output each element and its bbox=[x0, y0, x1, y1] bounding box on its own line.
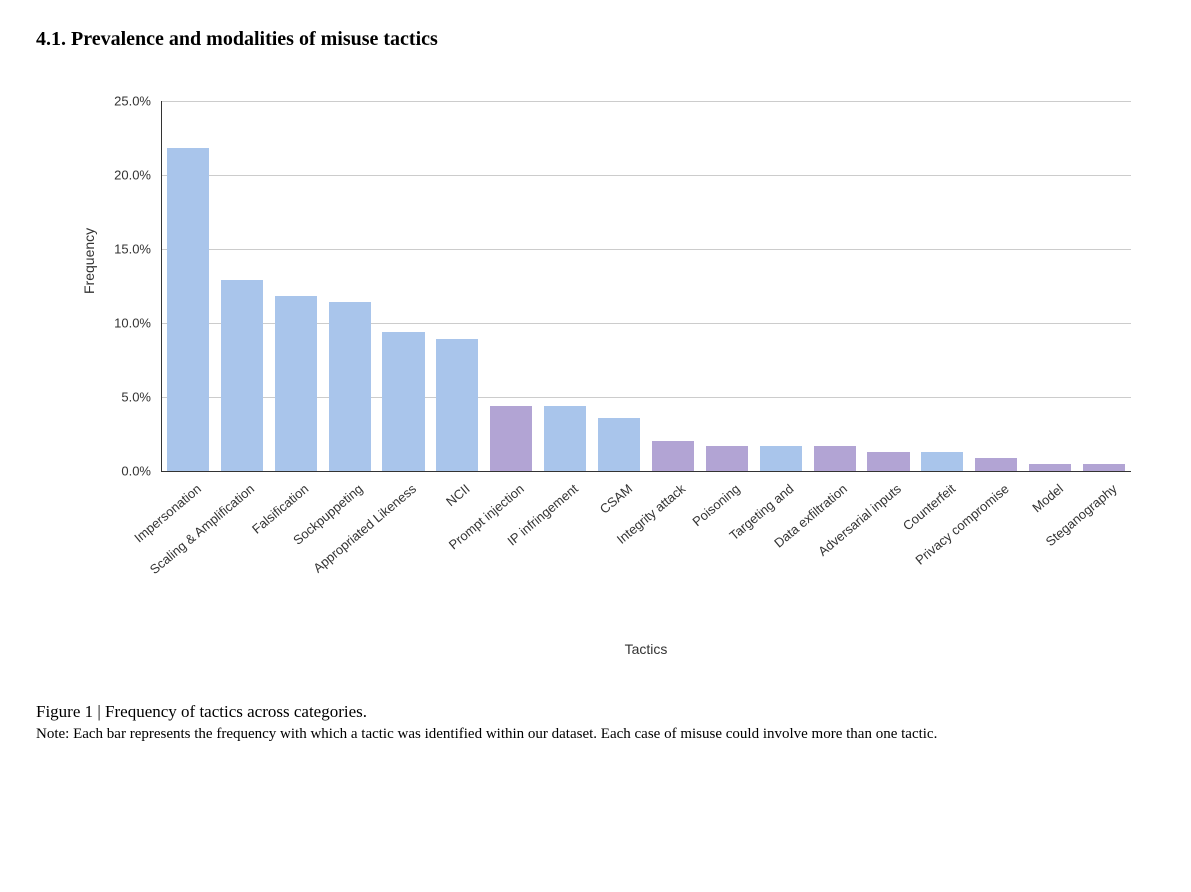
y-axis-label: Frequency bbox=[81, 228, 97, 294]
gridline bbox=[161, 101, 1131, 102]
y-axis-line bbox=[161, 101, 162, 471]
xtick-label: Privacy compromise bbox=[913, 481, 1012, 568]
ytick-label: 20.0% bbox=[66, 168, 151, 183]
bar bbox=[329, 302, 371, 471]
x-axis-line bbox=[161, 471, 1131, 472]
section-number: 4.1. bbox=[36, 28, 66, 50]
bar bbox=[921, 452, 963, 471]
bar bbox=[1029, 464, 1071, 471]
bar-chart: 0.0%5.0%10.0%15.0%20.0%25.0%FrequencyImp… bbox=[66, 101, 1146, 661]
xtick-label: Scaling & Amplification bbox=[147, 481, 257, 577]
bar bbox=[382, 332, 424, 471]
xtick-label: NCII bbox=[443, 481, 473, 509]
plot-area bbox=[161, 101, 1131, 471]
bar bbox=[975, 458, 1017, 471]
ytick-label: 15.0% bbox=[66, 242, 151, 257]
bar bbox=[275, 296, 317, 471]
gridline bbox=[161, 175, 1131, 176]
bar bbox=[706, 446, 748, 471]
bar bbox=[490, 406, 532, 471]
figure-separator: | bbox=[93, 702, 105, 721]
figure-caption-text: Frequency of tactics across categories. bbox=[105, 702, 367, 721]
ytick-label: 0.0% bbox=[66, 464, 151, 479]
section-title-text: Prevalence and modalities of misuse tact… bbox=[71, 28, 438, 50]
ytick-label: 5.0% bbox=[66, 390, 151, 405]
bar bbox=[544, 406, 586, 471]
ytick-label: 25.0% bbox=[66, 94, 151, 109]
figure-caption: Figure 1 | Frequency of tactics across c… bbox=[36, 701, 1155, 744]
bar bbox=[436, 339, 478, 471]
bar bbox=[598, 418, 640, 471]
x-axis-label: Tactics bbox=[625, 641, 668, 657]
xtick-label: Model bbox=[1029, 481, 1066, 515]
bar bbox=[760, 446, 802, 471]
bar bbox=[221, 280, 263, 471]
section-heading: 4.1. Prevalence and modalities of misuse… bbox=[36, 28, 1155, 51]
figure-label: Figure 1 bbox=[36, 702, 93, 721]
bar bbox=[652, 441, 694, 471]
figure-caption-note: Note: Each bar represents the frequency … bbox=[36, 724, 1155, 744]
ytick-label: 10.0% bbox=[66, 316, 151, 331]
bar bbox=[1083, 464, 1125, 471]
xtick-label: Appropriated Likeness bbox=[310, 481, 419, 576]
xtick-label: Poisoning bbox=[689, 481, 742, 529]
figure-caption-main: Figure 1 | Frequency of tactics across c… bbox=[36, 701, 1155, 724]
bar bbox=[167, 148, 209, 471]
bar bbox=[814, 446, 856, 471]
gridline bbox=[161, 249, 1131, 250]
xtick-label: CSAM bbox=[596, 481, 634, 517]
bar bbox=[867, 452, 909, 471]
